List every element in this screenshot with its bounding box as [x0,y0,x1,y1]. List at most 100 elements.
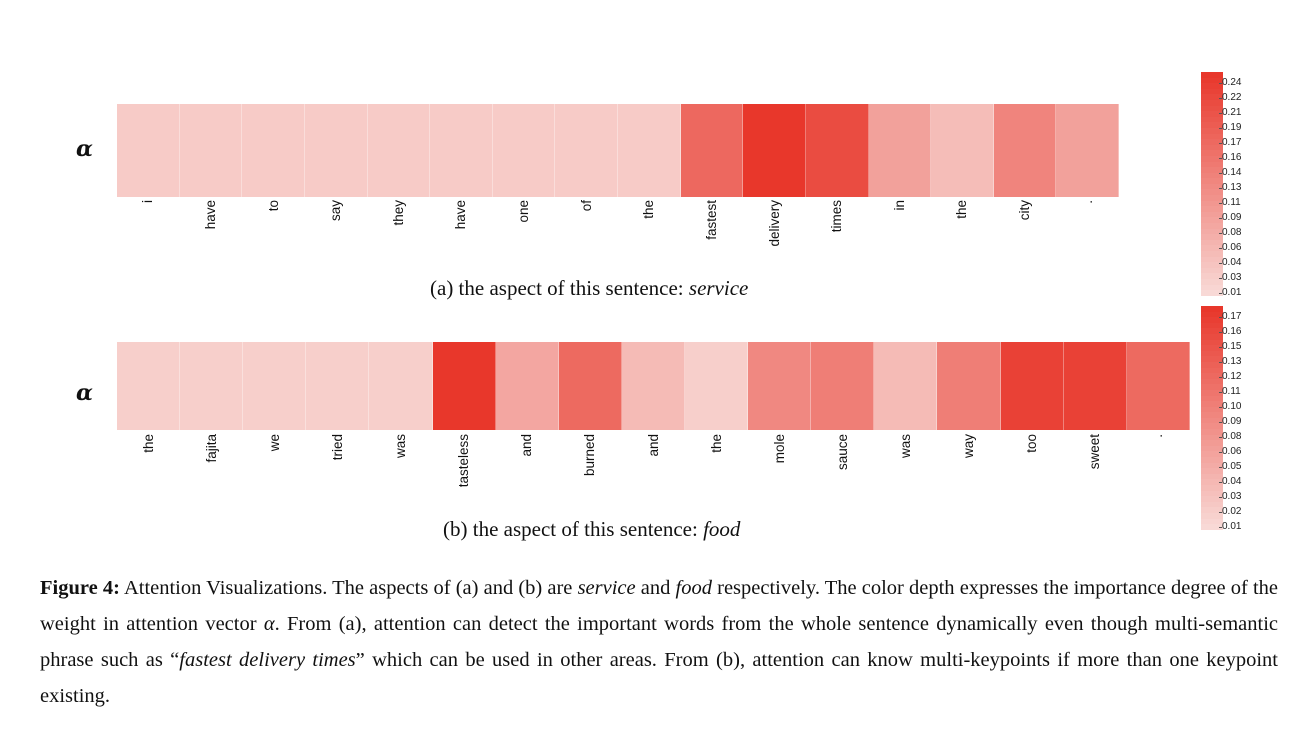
heatmap-cell [684,342,749,430]
colorbar-segment [1201,440,1223,446]
colorbar-segment [1201,139,1223,145]
colorbar-segment [1201,322,1223,329]
colorbar-segment [1201,127,1223,134]
heatmap-cell [432,342,496,430]
colorbar-segment [1201,144,1223,151]
heatmap-cell [180,342,244,430]
colorbar-segment [1201,239,1223,246]
caption-b: (b) the aspect of this sentence: food [443,517,740,542]
token-text: too [1024,434,1040,453]
token-text: of [578,200,594,212]
token-text: sweet [1087,434,1103,470]
colorbar-tick: 0.03 [1218,491,1242,502]
caption-b-prefix: (b) the aspect of this sentence: [443,517,704,541]
colorbar-segment [1201,462,1223,469]
token-text: and [519,434,535,457]
caption-a: (a) the aspect of this sentence: service [430,276,748,301]
colorbar-b [1201,306,1223,530]
colorbar-tick: 0.16 [1218,326,1242,337]
colorbar-segment [1201,256,1223,263]
caption-em-food: food [675,577,712,599]
alpha-label-b: α [76,380,93,406]
colorbar-tick: 0.21 [1218,107,1242,118]
colorbar-segment [1201,373,1223,379]
colorbar-segment [1201,189,1223,196]
colorbar-segment [1201,267,1223,274]
heatmap-cell [1056,104,1119,197]
colorbar-segment [1201,507,1223,513]
colorbar-tick: 0.11 [1219,197,1241,208]
colorbar-segment [1201,395,1223,402]
heatmap-cell [243,342,307,430]
colorbar-segment [1201,468,1223,474]
colorbar-segment [1201,161,1223,168]
colorbar-segment [1201,150,1223,156]
heatmap-cell [555,104,618,197]
token-text: sauce [834,434,850,471]
colorbar-segment [1201,94,1223,100]
colorbar-segment [1201,412,1223,418]
colorbar-segment [1201,518,1223,525]
colorbar-segment [1201,99,1223,106]
colorbar-segment [1201,72,1223,78]
caption-text-3: respectively. The color depth expresses … [40,577,1278,635]
token-text: the [708,434,724,453]
figure-caption: Figure 4: Attention Visualizations. The … [40,570,1278,714]
colorbar-segment [1201,423,1223,430]
caption-em-service: service [577,577,636,599]
token-text: burned [582,434,598,477]
token-text: to [265,200,281,212]
token-text: fastest [703,200,719,240]
colorbar-segment [1201,111,1223,117]
colorbar-segment [1201,434,1223,441]
heatmap-cell [179,104,243,197]
colorbar-tick: 0.01 [1218,521,1242,532]
colorbar-segment [1201,195,1223,201]
caption-a-prefix: (a) the aspect of this sentence: [430,276,689,300]
colorbar-segment [1201,361,1223,368]
colorbar-tick: 0.13 [1218,356,1242,367]
colorbar-segment [1201,389,1223,396]
colorbar-segment [1201,496,1223,502]
token-text: times [829,200,845,233]
colorbar-segment [1201,262,1223,268]
colorbar-a-ticks: 0.24 0.22 0.21 0.19 0.17 0.16 0.14 0.13 0.11 0.09… [1218,72,1262,298]
token-text: and [645,434,661,457]
colorbar-segment [1201,512,1223,519]
colorbar-segment [1201,200,1223,207]
token-labels-a: i have to say they have one of the fastest deliver… [117,200,1119,260]
heatmap-cell [1063,342,1127,430]
colorbar-segment [1201,429,1223,435]
colorbar-tick: 0.24 [1218,77,1242,88]
caption-text-4: . From (a), attention can detect the imp… [40,613,1278,671]
token-text: fajita [203,434,219,463]
token-labels-b: the fajita we tried was tasteless and burned and… [117,434,1190,514]
colorbar-segment [1201,251,1223,257]
colorbar-tick: 0.12 [1218,371,1242,382]
heatmap-cell [811,342,875,430]
token-text: the [641,200,657,219]
colorbar-tick: 0.22 [1218,92,1242,103]
heatmap-cell [492,104,556,197]
colorbar-tick: 0.11 [1219,386,1241,397]
colorbar-segment [1201,350,1223,357]
heatmap-b [117,342,1190,430]
colorbar-segment [1201,155,1223,162]
token-text: have [202,200,218,230]
colorbar-segment [1201,133,1223,140]
colorbar-tick: 0.08 [1218,431,1242,442]
token-text: the [140,434,156,453]
colorbar-segment [1201,217,1223,224]
colorbar-b-ticks: 0.17 0.16 0.15 0.13 0.12 0.11 0.10 0.09 0.08 0.06… [1218,306,1262,532]
colorbar-segment [1201,211,1223,218]
colorbar-segment [1201,406,1223,413]
colorbar-tick: 0.17 [1218,137,1242,148]
caption-em-phrase: fastest delivery times [179,649,356,671]
token-text: . [1079,200,1095,204]
token-text: i [140,200,156,203]
colorbar-segment [1201,378,1223,385]
caption-text-1: Attention Visualizations. The aspects of… [119,577,578,599]
colorbar-tick: 0.02 [1218,506,1242,517]
colorbar-segment [1201,445,1223,452]
heatmap-cell [931,104,994,197]
